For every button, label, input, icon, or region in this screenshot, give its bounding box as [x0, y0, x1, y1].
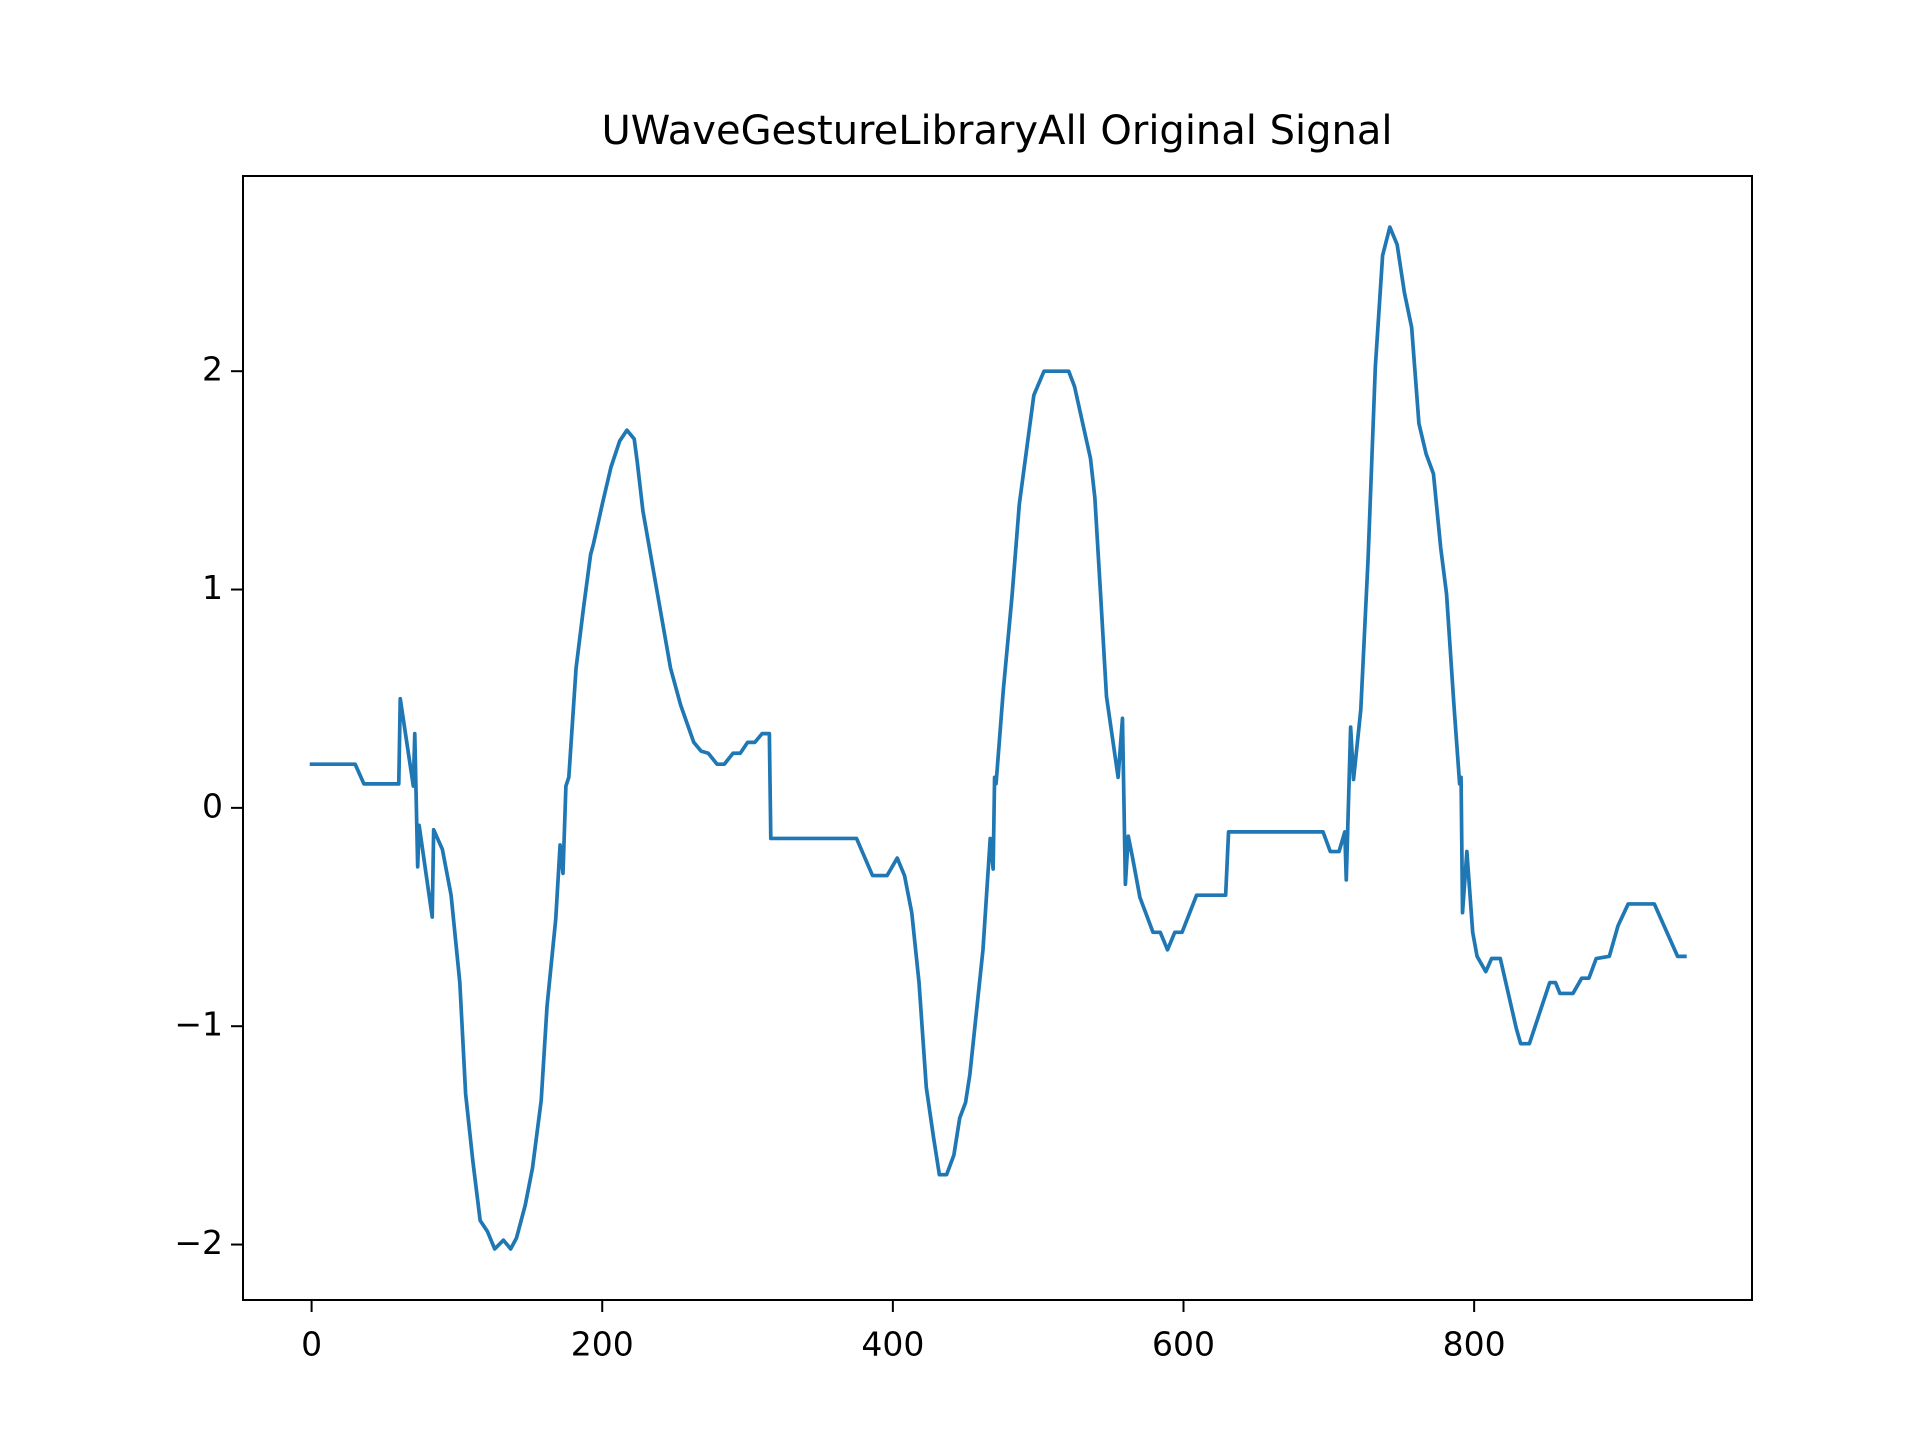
chart-title: UWaveGestureLibraryAll Original Signal: [602, 108, 1393, 154]
x-tick-label: 600: [1152, 1325, 1215, 1364]
x-tick-label: 800: [1443, 1325, 1506, 1364]
y-tick-label: −1: [174, 1005, 223, 1044]
plot-frame: [242, 175, 1753, 1301]
series-line: [309, 225, 1687, 1251]
x-tick-label: 400: [861, 1325, 924, 1364]
y-tick-label: 2: [202, 350, 223, 389]
y-tick-label: −2: [174, 1223, 223, 1262]
x-tick-label: 200: [571, 1325, 634, 1364]
y-tick-label: 0: [202, 786, 223, 825]
y-tick-label: 1: [202, 568, 223, 607]
x-tick-label: 0: [301, 1325, 322, 1364]
